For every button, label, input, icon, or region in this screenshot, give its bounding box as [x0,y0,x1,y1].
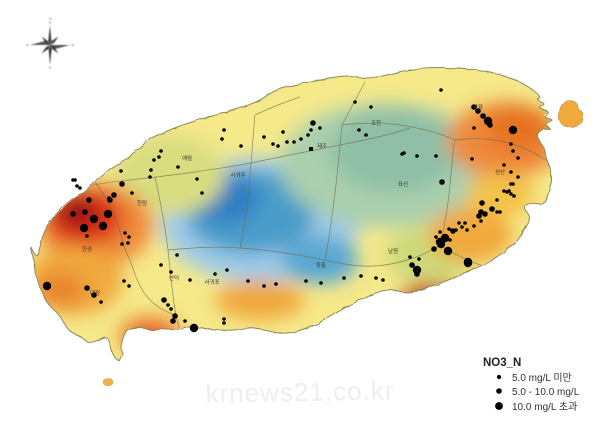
svg-text:대정: 대정 [90,289,100,297]
svg-text:제주: 제주 [317,142,327,150]
svg-text:남원: 남원 [388,247,398,255]
svg-text:동홍: 동홍 [316,261,326,269]
svg-text:성산: 성산 [495,168,505,176]
svg-text:N: N [49,16,52,21]
svg-text:표선: 표선 [398,180,408,188]
svg-text:안덕: 안덕 [169,275,179,282]
svg-text:서귀주: 서귀주 [230,171,245,179]
svg-text:NO3_N: NO3_N [483,357,521,369]
svg-text:조천: 조천 [371,119,381,127]
svg-text:한림: 한림 [137,199,147,207]
svg-text:서귀포: 서귀포 [204,278,219,286]
svg-text:구좌: 구좌 [473,103,483,111]
svg-text:10.0 mg/L 초과: 10.0 mg/L 초과 [512,401,577,413]
svg-text:krnews21.co.kr: krnews21.co.kr [205,375,394,408]
svg-text:한경: 한경 [82,246,92,253]
svg-text:애월: 애월 [182,154,192,162]
svg-text:5.0 mg/L 미만: 5.0 mg/L 미만 [512,372,572,384]
svg-text:5.0 - 10.0 mg/L: 5.0 - 10.0 mg/L [512,387,580,398]
